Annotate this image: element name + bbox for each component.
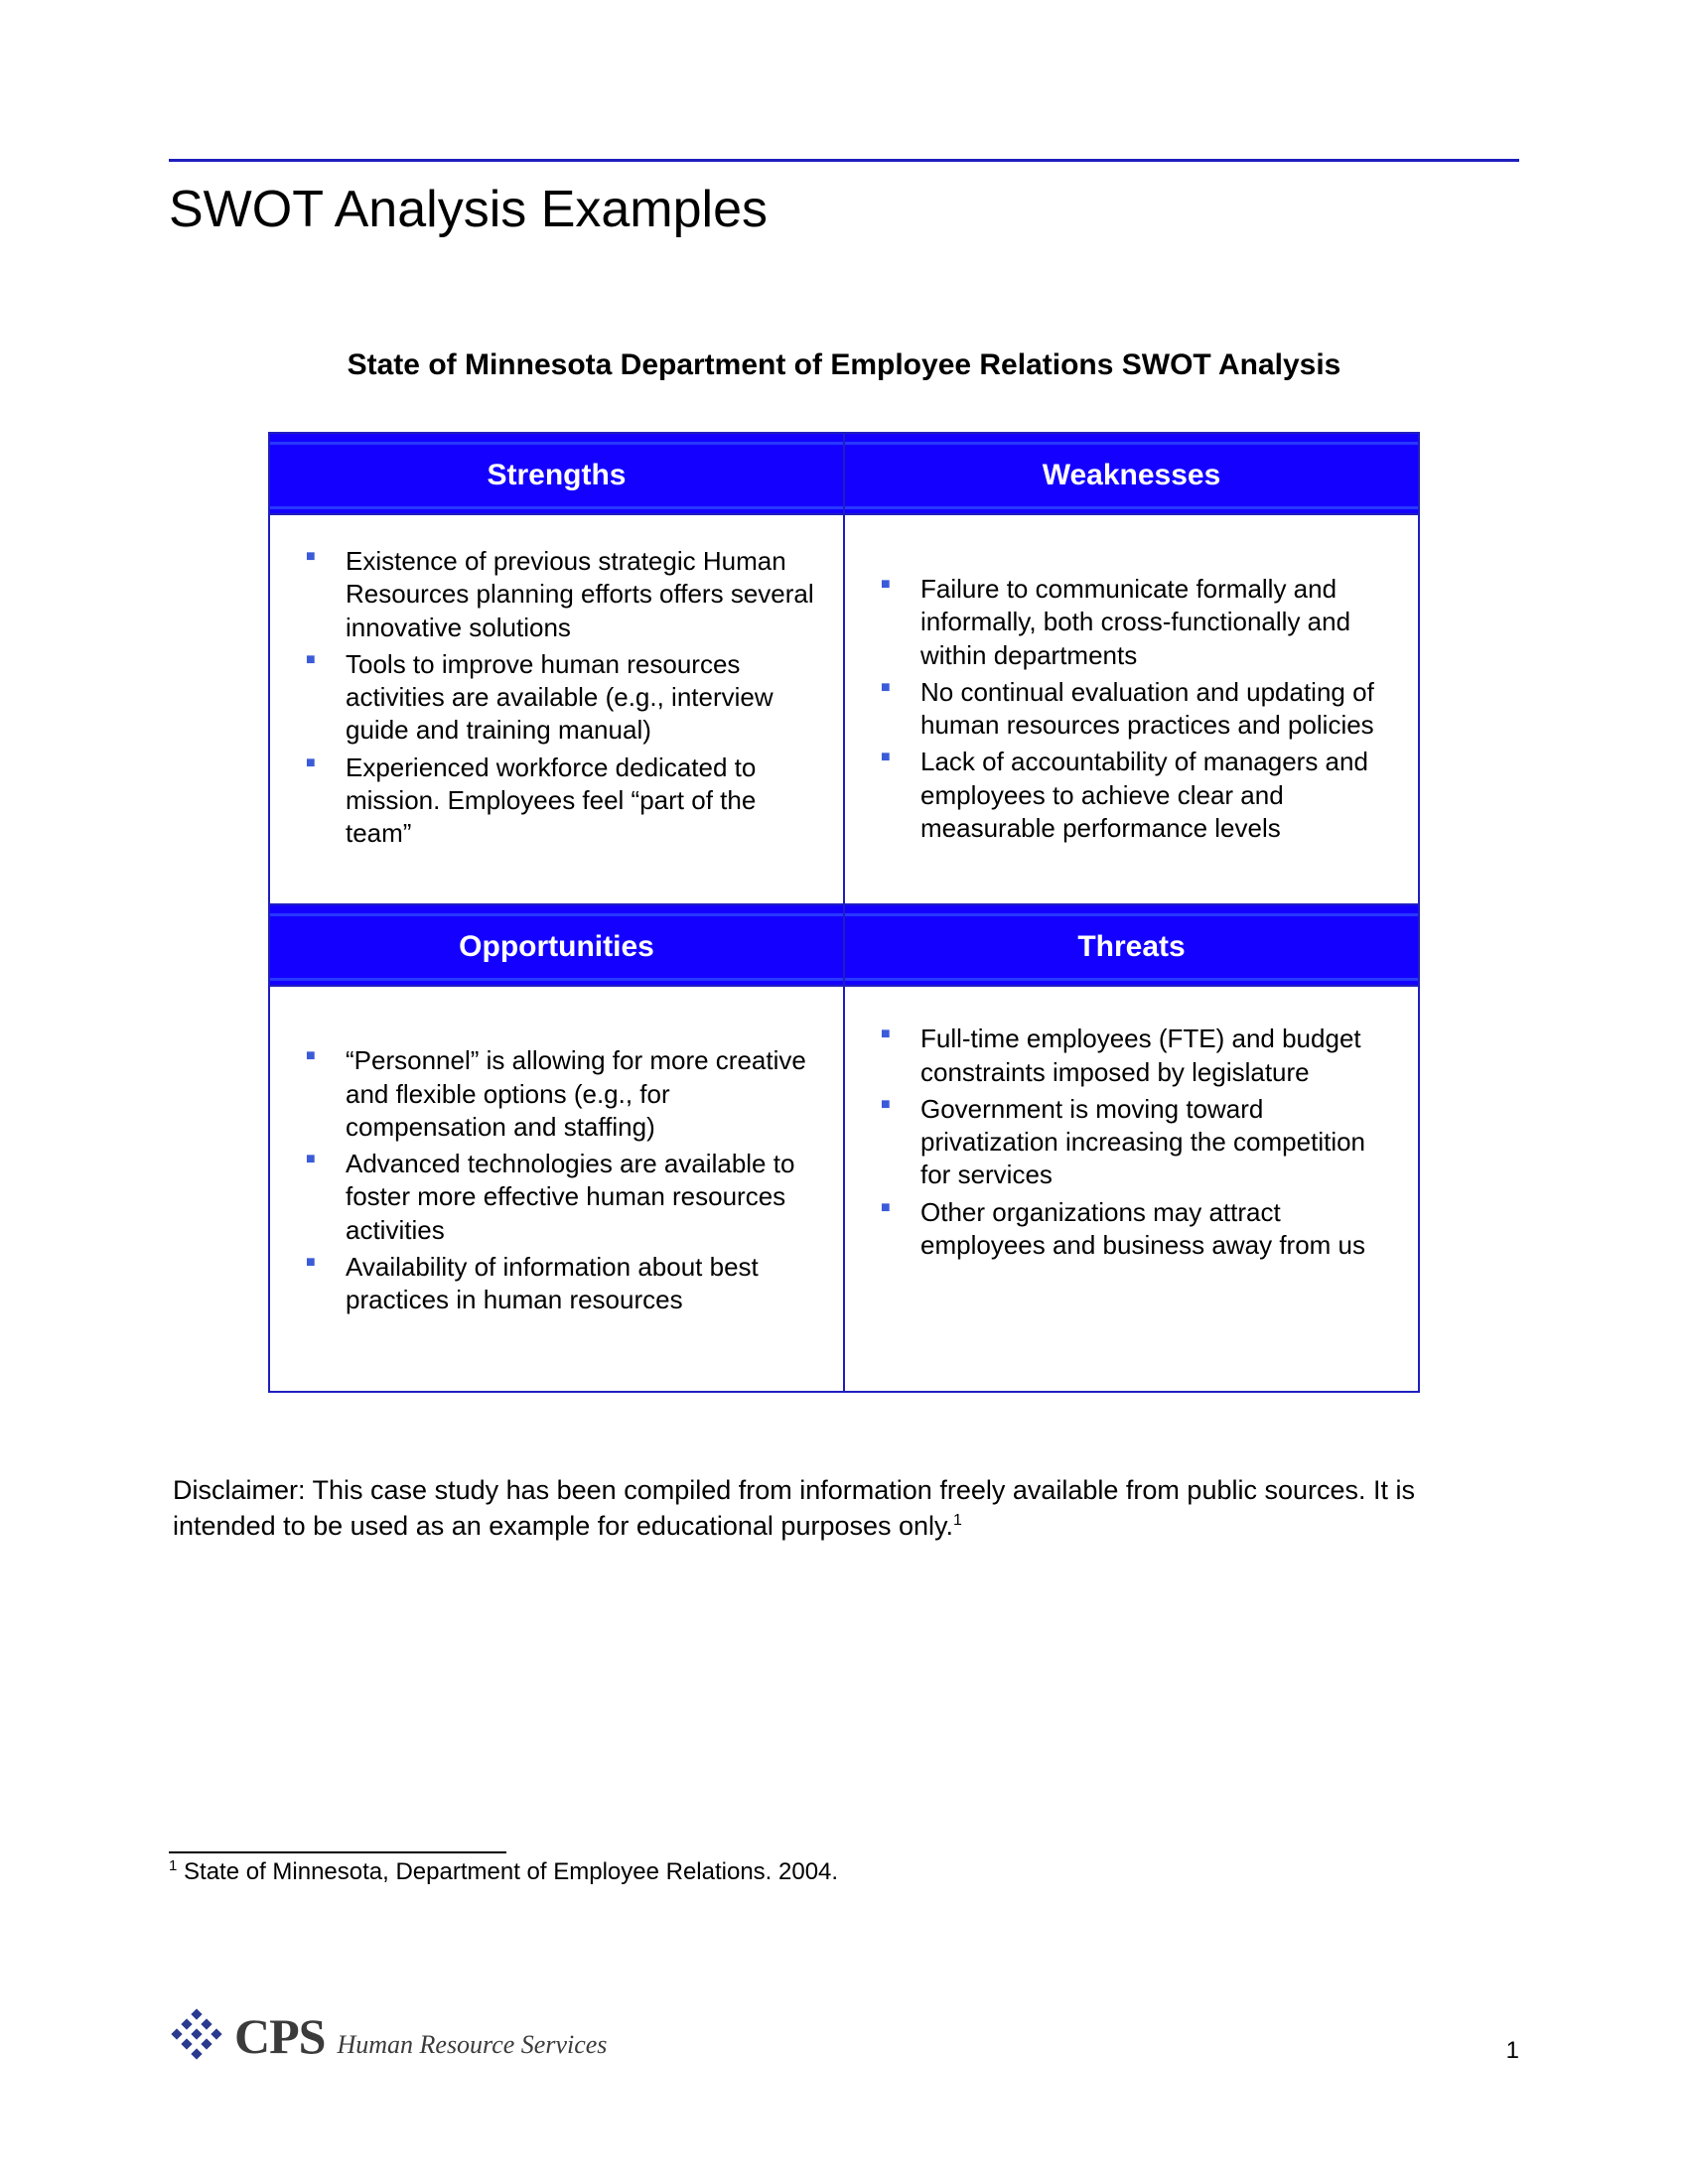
subtitle: State of Minnesota Department of Employe… xyxy=(169,348,1519,382)
footnote-rule xyxy=(169,1851,506,1853)
cps-logo: CPS Human Resource Services xyxy=(169,2007,607,2065)
list-item: Advanced technologies are available to f… xyxy=(302,1148,819,1247)
swot-header-label: Threats xyxy=(845,916,1418,978)
disclaimer-text: Disclaimer: This case study has been com… xyxy=(173,1472,1515,1545)
swot-cell-opportunities: “Personnel” is allowing for more creativ… xyxy=(269,986,844,1391)
swot-header-weaknesses: Weaknesses xyxy=(844,433,1419,514)
disclaimer-body: Disclaimer: This case study has been com… xyxy=(173,1475,1415,1541)
swot-header-label: Opportunities xyxy=(270,916,843,978)
swot-header-label: Strengths xyxy=(270,445,843,506)
swot-header-label: Weaknesses xyxy=(845,445,1418,506)
page-number: 1 xyxy=(1506,2037,1519,2065)
swot-cell-strengths: Existence of previous strategic Human Re… xyxy=(269,514,844,904)
page-title: SWOT Analysis Examples xyxy=(169,180,1519,239)
footnote-number: 1 xyxy=(169,1857,177,1874)
list-item: Availability of information about best p… xyxy=(302,1251,819,1317)
list-item: No continual evaluation and updating of … xyxy=(877,676,1394,743)
list-item: Government is moving toward privatizatio… xyxy=(877,1093,1394,1192)
logo-text-sub: Human Resource Services xyxy=(337,2030,607,2060)
page-footer: CPS Human Resource Services 1 xyxy=(169,2007,1519,2065)
logo-text-main: CPS xyxy=(234,2007,325,2065)
footnote-text: State of Minnesota, Department of Employ… xyxy=(184,1858,838,1885)
swot-table: Strengths Weaknesses Existence of previo… xyxy=(268,432,1420,1393)
list-item: “Personnel” is allowing for more creativ… xyxy=(302,1044,819,1144)
swot-header-threats: Threats xyxy=(844,904,1419,986)
list-item: Experienced workforce dedicated to missi… xyxy=(302,751,819,851)
list-item: Other organizations may attract employee… xyxy=(877,1196,1394,1263)
swot-header-opportunities: Opportunities xyxy=(269,904,844,986)
list-item: Tools to improve human resources activit… xyxy=(302,648,819,748)
list-item: Lack of accountability of managers and e… xyxy=(877,746,1394,845)
footnote-ref: 1 xyxy=(953,1512,962,1529)
swot-cell-threats: Full-time employees (FTE) and budget con… xyxy=(844,986,1419,1391)
swot-cell-weaknesses: Failure to communicate formally and info… xyxy=(844,514,1419,904)
list-item: Existence of previous strategic Human Re… xyxy=(302,545,819,644)
top-horizontal-rule xyxy=(169,159,1519,162)
footnote: 1 State of Minnesota, Department of Empl… xyxy=(169,1857,1519,1886)
logo-diamond-icon xyxy=(169,2008,224,2064)
swot-header-strengths: Strengths xyxy=(269,433,844,514)
list-item: Full-time employees (FTE) and budget con… xyxy=(877,1023,1394,1089)
list-item: Failure to communicate formally and info… xyxy=(877,573,1394,672)
